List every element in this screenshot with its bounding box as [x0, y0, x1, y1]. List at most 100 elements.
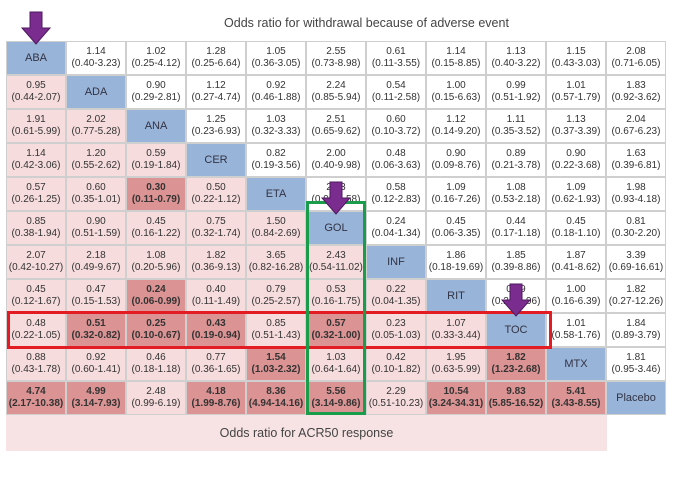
withdrawal-cell: 0.45 (0.18-1.10)	[546, 211, 606, 245]
acr50-cell: 2.48 (0.99-6.19)	[126, 381, 186, 415]
treatment-label-mtx: MTX	[546, 347, 606, 381]
odds-ratio-value: 0.92	[266, 80, 286, 91]
odds-ratio-value: 1.83	[626, 80, 646, 91]
odds-ratio-value: 0.90	[566, 148, 586, 159]
confidence-interval: (0.30-2.20)	[611, 228, 661, 239]
withdrawal-cell: 1.00 (0.15-6.63)	[426, 75, 486, 109]
odds-ratio-value: 0.40	[206, 284, 226, 295]
confidence-interval: (0.35-3.52)	[491, 126, 541, 137]
acr50-cell: 1.08 (0.20-5.96)	[126, 245, 186, 279]
treatment-label-ana: ANA	[126, 109, 186, 143]
acr50-cell: 1.07 (0.33-3.44)	[426, 313, 486, 347]
withdrawal-cell: 1.28 (0.25-6.64)	[186, 41, 246, 75]
confidence-interval: (0.36-3.05)	[251, 58, 301, 69]
confidence-interval: (0.60-1.41)	[71, 364, 121, 375]
withdrawal-cell: 1.05 (0.36-3.05)	[246, 41, 306, 75]
odds-ratio-value: 1.01	[566, 318, 586, 329]
odds-ratio-value: 1.09	[566, 182, 586, 193]
confidence-interval: (0.39-8.86)	[491, 262, 541, 273]
odds-ratio-value: 0.24	[386, 216, 406, 227]
acr50-cell: 0.60 (0.35-1.01)	[66, 177, 126, 211]
confidence-interval: (0.32-1.00)	[311, 330, 361, 341]
acr50-cell: 2.02 (0.77-5.28)	[66, 109, 126, 143]
confidence-interval: (0.29-2.81)	[131, 92, 181, 103]
confidence-interval: (0.23-6.93)	[191, 126, 241, 137]
confidence-interval: (0.41-8.62)	[551, 262, 601, 273]
odds-ratio-value: 1.14	[86, 46, 106, 57]
confidence-interval: (0.40-9.98)	[311, 160, 361, 171]
confidence-interval: (0.11-3.55)	[371, 58, 421, 69]
odds-ratio-value: 1.03	[326, 352, 346, 363]
odds-ratio-value: 0.90	[446, 148, 466, 159]
withdrawal-cell: 2.51 (0.65-9.62)	[306, 109, 366, 143]
acr50-cell: 0.24 (0.06-0.99)	[126, 279, 186, 313]
confidence-interval: (0.42-10.27)	[8, 262, 64, 273]
odds-ratio-value: 1.25	[206, 114, 226, 125]
odds-ratio-value: 0.85	[26, 216, 46, 227]
odds-ratio-value: 0.43	[206, 318, 226, 329]
withdrawal-cell: 0.54 (0.11-2.58)	[366, 75, 426, 109]
odds-ratio-value: 4.99	[86, 386, 106, 397]
acr50-cell: 0.75 (0.32-1.74)	[186, 211, 246, 245]
acr50-cell: 2.43 (0.54-11.02)	[306, 245, 366, 279]
confidence-interval: (0.67-6.23)	[611, 126, 661, 137]
odds-ratio-value: 2.02	[86, 114, 106, 125]
withdrawal-cell: 1.86 (0.18-19.69)	[426, 245, 486, 279]
confidence-interval: (0.65-9.62)	[311, 126, 361, 137]
odds-ratio-value: 0.22	[386, 284, 406, 295]
confidence-interval: (0.19-1.84)	[131, 160, 181, 171]
odds-ratio-value: 0.81	[626, 216, 646, 227]
acr50-cell: 1.14 (0.42-3.06)	[6, 143, 66, 177]
acr50-cell: 0.42 (0.10-1.82)	[366, 347, 426, 381]
odds-ratio-value: 1.28	[206, 46, 226, 57]
confidence-interval: (0.63-5.99)	[431, 364, 481, 375]
odds-ratio-value: 10.54	[443, 386, 469, 397]
odds-ratio-value: 1.91	[26, 114, 46, 125]
confidence-interval: (0.93-4.18)	[611, 194, 661, 205]
confidence-interval: (0.25-6.64)	[191, 58, 241, 69]
odds-ratio-value: 2.29	[386, 386, 406, 397]
withdrawal-cell: 1.01 (0.58-1.76)	[546, 313, 606, 347]
confidence-interval: (0.18-1.18)	[131, 364, 181, 375]
odds-ratio-value: 0.92	[86, 352, 106, 363]
odds-ratio-value: 1.98	[626, 182, 646, 193]
withdrawal-cell: 1.25 (0.23-6.93)	[186, 109, 246, 143]
withdrawal-cell: 0.24 (0.04-1.34)	[366, 211, 426, 245]
odds-ratio-value: 2.43	[326, 250, 346, 261]
withdrawal-cell: 1.02 (0.25-4.12)	[126, 41, 186, 75]
odds-ratio-value: 0.47	[86, 284, 106, 295]
acr50-cell: 3.65 (0.82-16.28)	[246, 245, 306, 279]
odds-ratio-value: 0.85	[266, 318, 286, 329]
withdrawal-cell: 1.84 (0.89-3.79)	[606, 313, 666, 347]
confidence-interval: (0.15-6.63)	[431, 92, 481, 103]
withdrawal-cell: 1.63 (0.39-6.81)	[606, 143, 666, 177]
confidence-interval: (0.16-1.75)	[311, 296, 361, 307]
withdrawal-cell: 1.85 (0.39-8.86)	[486, 245, 546, 279]
odds-ratio-value: 1.82	[626, 284, 646, 295]
withdrawal-cell: 1.00 (0.16-6.39)	[546, 279, 606, 313]
odds-ratio-value: 1.54	[266, 352, 286, 363]
odds-ratio-value: 0.51	[86, 318, 106, 329]
treatment-label-toc: TOC	[486, 313, 546, 347]
withdrawal-cell: 1.82 (0.27-12.26)	[606, 279, 666, 313]
acr50-cell: 1.03 (0.64-1.64)	[306, 347, 366, 381]
acr50-cell: 5.56 (3.14-9.86)	[306, 381, 366, 415]
confidence-interval: (0.10-3.72)	[371, 126, 421, 137]
odds-ratio-value: 0.53	[326, 284, 346, 295]
odds-ratio-value: 0.50	[206, 182, 226, 193]
odds-ratio-value: 1.09	[446, 182, 466, 193]
acr50-cell: 0.45 (0.12-1.67)	[6, 279, 66, 313]
odds-ratio-value: 0.60	[386, 114, 406, 125]
confidence-interval: (0.46-1.88)	[251, 92, 301, 103]
acr50-cell: 1.50 (0.84-2.69)	[246, 211, 306, 245]
acr50-cell: 1.95 (0.63-5.99)	[426, 347, 486, 381]
odds-ratio-value: 1.00	[446, 80, 466, 91]
odds-ratio-value: 9.83	[506, 386, 526, 397]
odds-ratio-value: 0.90	[86, 216, 106, 227]
confidence-interval: (0.57-1.79)	[551, 92, 601, 103]
confidence-interval: (0.21-3.78)	[491, 160, 541, 171]
odds-ratio-value: 0.48	[386, 148, 406, 159]
confidence-interval: (2.17-10.38)	[8, 398, 64, 409]
withdrawal-cell: 0.61 (0.11-3.55)	[366, 41, 426, 75]
odds-ratio-value: 1.20	[86, 148, 106, 159]
